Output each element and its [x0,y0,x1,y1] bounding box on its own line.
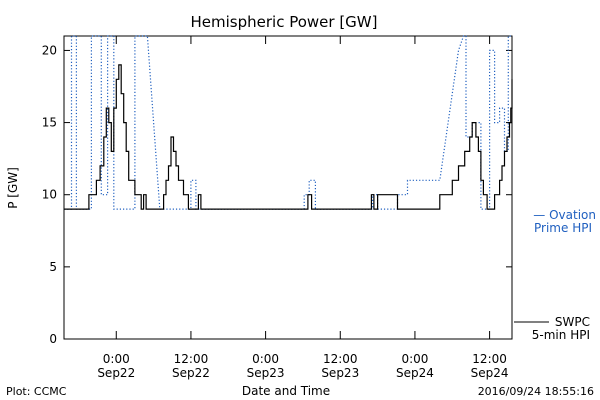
x-tick-label-time: 12:00 [472,352,507,366]
y-tick-label: 5 [49,260,57,274]
x-tick-label-date: Sep22 [97,366,135,380]
x-tick-label-time: 12:00 [323,352,358,366]
y-tick-label: 15 [42,116,57,130]
x-tick-label-date: Sep24 [396,366,434,380]
y-tick-label: 10 [42,188,57,202]
legend-ovation-line1: — Ovation [533,208,596,222]
x-tick-label-time: 12:00 [174,352,209,366]
y-axis-label: P [GW] [6,167,20,209]
x-axis: 0:00Sep2212:00Sep220:00Sep2312:00Sep230:… [97,36,509,380]
x-tick-label-date: Sep23 [321,366,359,380]
legend-swpc-line1: SWPC [555,315,590,329]
legend: — Ovation Prime HPI SWPC 5-min HPI [514,208,596,342]
legend-ovation-line2: Prime HPI [534,221,592,235]
footer-source: Plot: CCMC [6,385,67,398]
legend-swpc-line2: 5-min HPI [532,328,590,342]
chart-title: Hemispheric Power [GW] [191,13,378,31]
x-tick-label-date: Sep24 [471,366,509,380]
swpc-series-line [64,64,513,210]
ovation-prime-series-line [64,35,512,210]
x-axis-label: Date and Time [242,384,330,398]
series-layer [64,35,513,210]
x-tick-label-date: Sep22 [172,366,210,380]
y-tick-label: 0 [49,332,57,346]
y-axis: 0 5 10 15 20 [42,43,512,346]
x-tick-label-time: 0:00 [103,352,130,366]
footer-timestamp: 2016/09/24 18:55:16 [478,385,594,398]
x-tick-label-time: 0:00 [401,352,428,366]
y-tick-label: 20 [42,43,57,57]
x-tick-label-time: 0:00 [252,352,279,366]
x-tick-label-date: Sep23 [247,366,285,380]
plot-frame [63,35,513,340]
